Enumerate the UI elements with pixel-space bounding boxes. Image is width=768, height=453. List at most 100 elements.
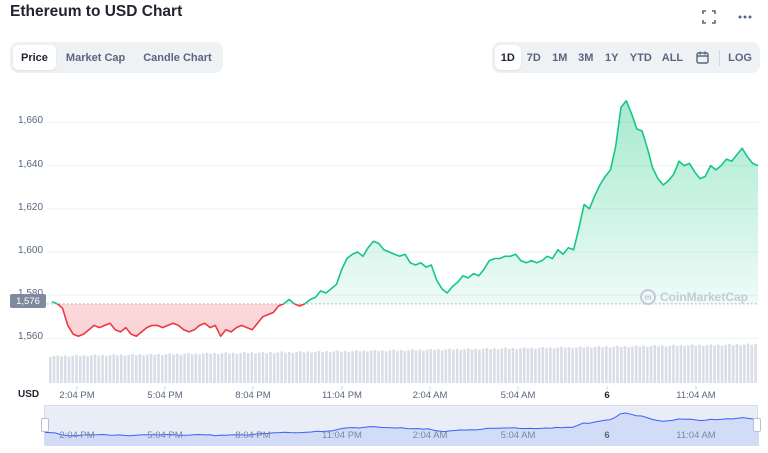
range-1d[interactable]: 1D [494,45,521,70]
volume-bar [452,349,455,383]
volume-bar [325,351,328,383]
currency-label: USD [18,389,40,400]
volume-bar [127,354,130,383]
volume-bar [590,347,593,383]
navigator-tick-label: 6 [604,430,610,441]
range-1y[interactable]: 1Y [605,51,619,64]
volume-bar [153,354,157,383]
volume-bar [660,345,664,383]
volume-bar [623,346,627,383]
volume-bar [302,352,306,383]
range-divider [719,49,721,66]
tab-market-cap[interactable]: Market Cap [65,51,126,64]
volume-bar [440,350,444,383]
volume-bar [627,347,630,383]
price-line-up [51,100,759,304]
volume-bar [52,356,56,383]
volume-bar [586,346,589,383]
y-tick-label: 1,660 [18,115,44,127]
volume-bar [668,345,672,383]
volume-bar [216,354,220,383]
watermark: m CoinMarketCap [640,289,748,305]
volume-bar [123,355,127,383]
volume-bar [246,353,250,383]
volume-bar [541,347,545,383]
volume-bar [250,352,254,383]
volume-bar [101,354,104,383]
volume-bar [489,349,492,383]
navigator-tick-label: 5:04 AM [500,430,536,441]
log-scale-toggle[interactable]: LOG [728,51,752,64]
volume-bar [474,348,477,383]
tab-price[interactable]: Price [13,45,56,70]
volume-bar [425,349,429,383]
tab-candle-chart[interactable]: Candle Chart [143,51,212,64]
calendar-icon[interactable] [688,45,716,70]
range-7d[interactable]: 7D [526,51,541,64]
volume-bar [571,348,575,383]
header-actions [700,8,754,26]
volume-bar [112,354,116,383]
navigator-tick-label: 2:04 AM [412,430,448,441]
more-horizontal-icon[interactable] [736,8,754,26]
volume-bar [556,347,560,383]
volume-bar [194,353,198,383]
volume-bar [530,347,533,383]
fullscreen-icon[interactable] [700,8,718,26]
volume-bar [455,348,459,383]
volume-bar [534,348,537,383]
volume-bar [563,347,567,383]
volume-bar [612,346,616,383]
volume-bar [560,346,563,383]
volume-bar [60,356,63,383]
volume-bar [493,348,496,383]
volume-bar [713,345,716,383]
volume-bar [459,350,463,383]
volume-bar [231,352,235,383]
range-ytd[interactable]: YTD [629,51,652,64]
volume-bar [631,346,634,383]
navigator-left-handle[interactable] [41,418,49,432]
volume-bar [519,348,522,383]
volume-bar [683,346,686,383]
volume-bar [321,351,325,383]
volume-bar [254,353,257,383]
volume-bar [687,345,690,383]
volume-bar [388,350,392,383]
volume-bar [205,352,209,383]
volume-bar [306,351,310,383]
navigator-right-handle[interactable] [753,418,761,432]
volume-bar [340,351,343,383]
volume-bar [343,350,347,383]
volume-bar [269,352,272,383]
volume-bar [272,353,276,383]
range-navigator[interactable] [41,405,761,446]
volume-bar [522,347,526,383]
volume-bar [403,351,407,383]
volume-bar [78,356,82,383]
volume-bar [724,344,728,383]
volume-bar [634,345,638,383]
navigator-tick-label: 11:04 PM [322,430,362,441]
volume-bar [750,344,754,383]
volume-bar [407,350,410,383]
volume-bar [381,350,384,383]
range-all[interactable]: ALL [661,51,684,64]
range-3m[interactable]: 3M [578,51,594,64]
volume-bar [754,343,757,383]
volume-bar [119,354,123,383]
x-tick-label: 11:04 AM [676,390,716,401]
volume-bar [601,347,604,383]
volume-bar [362,350,366,383]
volume-bar [414,350,418,383]
range-1m[interactable]: 1M [552,51,568,64]
navigator-tick-label: 8:04 PM [235,430,271,441]
volume-bar [317,350,321,383]
volume-bar [93,354,97,383]
y-tick-label: 1,580 [18,288,43,299]
volume-bar [310,352,313,383]
volume-bar [313,351,317,383]
volume-bar [705,345,709,383]
price-chart[interactable] [0,80,768,453]
navigator-line [45,412,759,437]
